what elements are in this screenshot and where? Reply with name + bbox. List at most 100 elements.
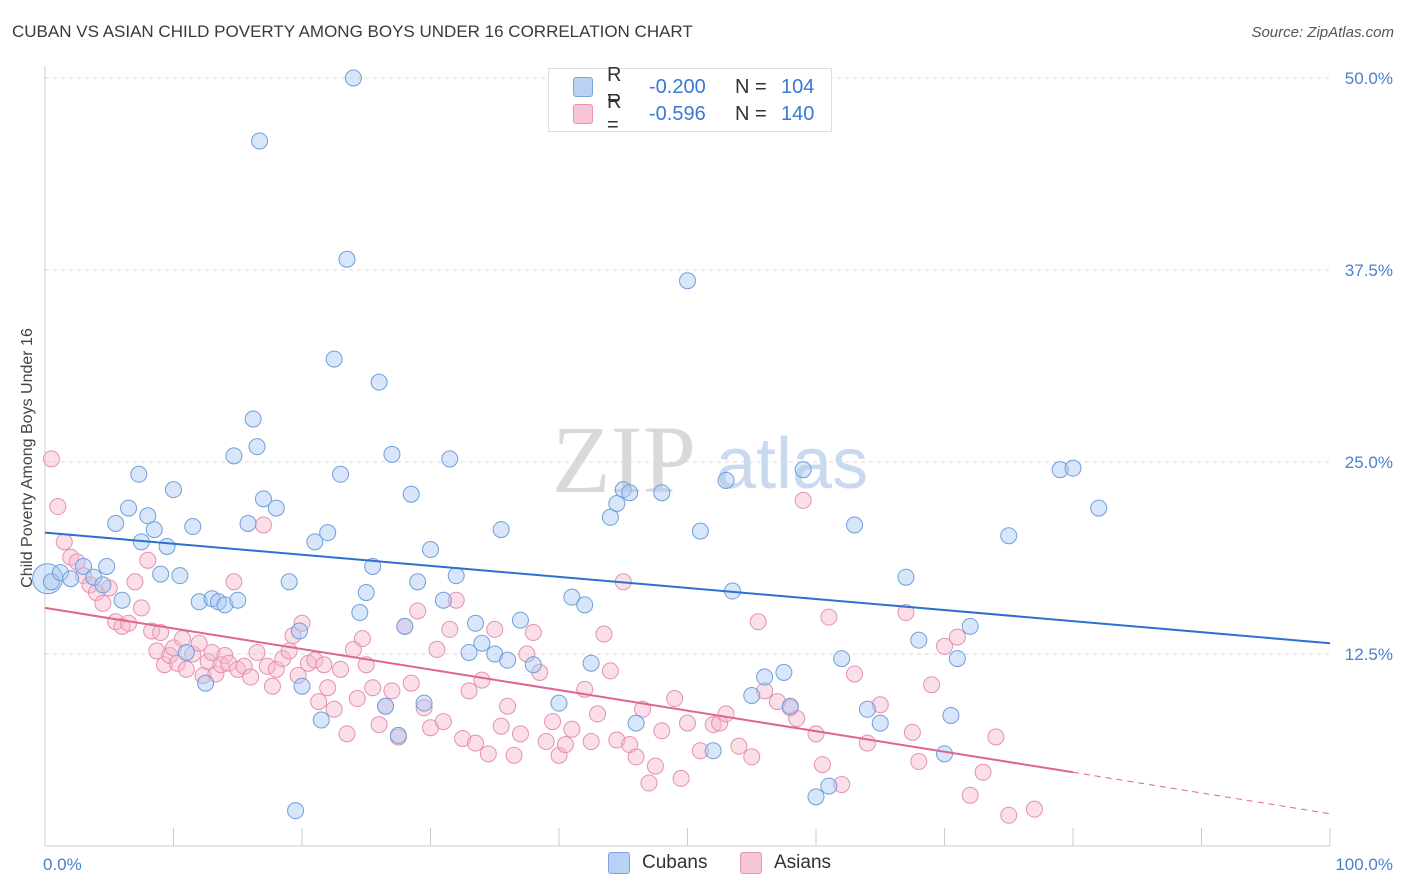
legend-item-asians[interactable]: Asians	[740, 852, 831, 874]
asians-point	[563, 720, 581, 738]
asians-point	[315, 656, 333, 674]
asians-point	[537, 733, 555, 751]
legend-row-cubans: R = -0.200 N = 104	[573, 64, 814, 109]
asians-r-value: -0.596	[649, 102, 706, 125]
legend-row-asians: R = -0.596 N = 140	[573, 91, 814, 136]
chart-source: Source: ZipAtlas.com	[1251, 24, 1394, 41]
cubans-point	[409, 573, 427, 591]
cubans-point	[325, 350, 343, 368]
watermark-atlas: atlas	[716, 424, 868, 504]
asians-point	[49, 498, 67, 516]
asians-point	[923, 676, 941, 694]
asians-point	[486, 620, 504, 638]
asians-point	[666, 690, 684, 708]
asians-point	[454, 729, 472, 747]
cubans-point	[145, 521, 163, 539]
cubans-point	[627, 714, 645, 732]
asians-legend-swatch	[740, 852, 762, 874]
asians-trend-line	[44, 606, 1074, 774]
cubans-point	[177, 643, 195, 661]
cubans-legend-label: Cubans	[642, 852, 708, 873]
cubans-point	[370, 373, 388, 391]
axes	[44, 66, 1331, 847]
asians-point	[94, 594, 112, 612]
asians-point	[653, 722, 671, 740]
cubans-point	[244, 410, 262, 428]
asians-point	[961, 786, 979, 804]
asians-point	[143, 622, 161, 640]
asians-point	[126, 573, 144, 591]
cubans-point	[383, 445, 401, 463]
asians-point	[364, 679, 382, 697]
cubans-point	[389, 726, 407, 744]
asians-point	[42, 450, 60, 468]
legend-item-cubans[interactable]: Cubans	[608, 852, 708, 874]
cubans-point	[621, 484, 639, 502]
cubans-point	[287, 802, 305, 820]
asians-point	[717, 705, 735, 723]
asians-point	[756, 682, 774, 700]
cubans-point	[344, 69, 362, 87]
cubans-point	[460, 643, 478, 661]
asians-point	[974, 763, 992, 781]
asians-point	[332, 660, 350, 678]
asians-point	[402, 674, 420, 692]
cubans-point	[858, 700, 876, 718]
cubans-point	[290, 622, 308, 640]
asians-points	[42, 450, 1043, 824]
cubans-point	[473, 634, 491, 652]
cubans-point	[364, 557, 382, 575]
asians-point	[813, 756, 831, 774]
asians-swatch	[573, 104, 593, 124]
cubans-point	[190, 593, 208, 611]
asians-point	[466, 734, 484, 752]
asians-point	[987, 728, 1005, 746]
asians-point	[820, 608, 838, 626]
cubans-point	[254, 490, 272, 508]
asians-point	[353, 630, 371, 648]
cubans-n-label: N =	[735, 75, 767, 98]
cubans-point	[51, 564, 69, 582]
cubans-point	[229, 591, 247, 609]
cubans-point	[225, 447, 243, 465]
asians-point	[55, 533, 73, 551]
asians-point	[441, 620, 459, 638]
asians-point	[556, 736, 574, 754]
cubans-point	[807, 788, 825, 806]
cubans-point	[319, 524, 337, 542]
asians-point	[383, 682, 401, 700]
chart-title: CUBAN VS ASIAN CHILD POVERTY AMONG BOYS …	[12, 22, 693, 41]
asians-point	[203, 643, 221, 661]
asians-point	[460, 682, 478, 700]
cubans-point	[717, 471, 735, 489]
asians-point	[794, 491, 812, 509]
cubans-point	[576, 596, 594, 614]
cubans-legend-swatch	[608, 852, 630, 874]
asians-point	[903, 723, 921, 741]
cubans-point	[251, 132, 269, 150]
asians-point	[120, 614, 138, 632]
asians-point	[428, 640, 446, 658]
cubans-point	[691, 522, 709, 540]
asians-point	[242, 668, 260, 686]
correlation-legend: R = -0.200 N = 104 R = -0.596 N = 140	[548, 64, 832, 136]
cubans-point	[312, 711, 330, 729]
cubans-point	[794, 461, 812, 479]
asians-point	[177, 660, 195, 678]
cubans-point	[351, 604, 369, 622]
cubans-point	[434, 591, 452, 609]
asians-point	[216, 647, 234, 665]
asians-point	[132, 599, 150, 617]
asians-point	[254, 516, 272, 534]
asians-point	[325, 700, 343, 718]
cubans-point	[139, 507, 157, 525]
cubans-point	[608, 494, 626, 512]
cubans-point	[98, 557, 116, 575]
cubans-point	[781, 697, 799, 715]
asians-point	[148, 642, 166, 660]
cubans-point	[948, 650, 966, 668]
cubans-point	[897, 568, 915, 586]
asians-point	[691, 742, 709, 760]
asians-point	[434, 713, 452, 731]
